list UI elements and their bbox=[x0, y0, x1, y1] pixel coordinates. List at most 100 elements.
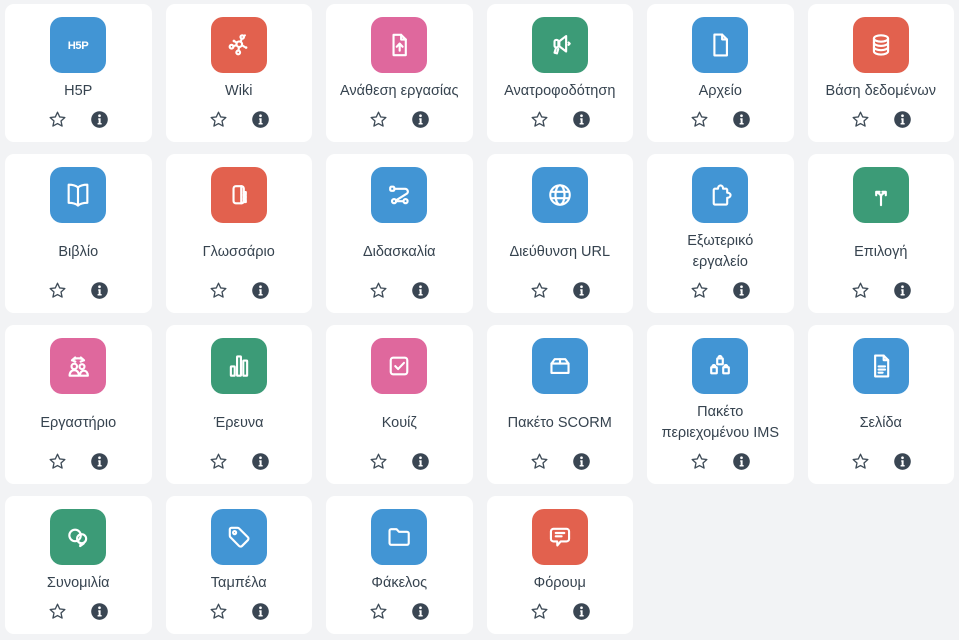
activity-label[interactable]: Εργαστήριο bbox=[40, 414, 117, 431]
info-icon[interactable] bbox=[732, 281, 751, 300]
activity-label[interactable]: Φάκελος bbox=[371, 575, 428, 591]
feedback-icon bbox=[531, 17, 588, 73]
star-icon[interactable] bbox=[850, 280, 871, 301]
activity-label[interactable]: Βιβλίο bbox=[58, 243, 99, 260]
star-icon[interactable] bbox=[529, 601, 550, 622]
file-icon bbox=[692, 17, 749, 73]
star-icon[interactable] bbox=[529, 280, 550, 301]
activity-label[interactable]: Γλωσσάριο bbox=[202, 243, 275, 260]
activity-label[interactable]: H5P bbox=[64, 83, 93, 99]
star-icon[interactable] bbox=[368, 109, 389, 130]
info-icon[interactable] bbox=[572, 602, 591, 621]
activity-card[interactable]: Ανάθεση εργασίας bbox=[326, 4, 473, 142]
info-icon[interactable] bbox=[411, 602, 430, 621]
star-icon[interactable] bbox=[850, 451, 871, 472]
star-icon[interactable] bbox=[47, 280, 68, 301]
info-icon[interactable] bbox=[893, 281, 912, 300]
activity-label[interactable]: Wiki bbox=[225, 83, 253, 99]
star-icon[interactable] bbox=[689, 451, 710, 472]
activity-label[interactable]: Διεύθυνση URL bbox=[509, 243, 611, 260]
activity-card[interactable]: H5P H5P bbox=[5, 4, 152, 142]
star-icon[interactable] bbox=[689, 280, 710, 301]
activity-label[interactable]: Έρευνα bbox=[213, 414, 264, 431]
glossary-icon bbox=[210, 167, 267, 223]
card-actions bbox=[47, 279, 109, 301]
info-icon[interactable] bbox=[90, 452, 109, 471]
star-icon[interactable] bbox=[47, 109, 68, 130]
activity-card[interactable]: Πακέτο περιεχομένου IMS bbox=[647, 325, 794, 484]
activity-card[interactable]: Ανατροφοδότηση bbox=[486, 4, 633, 142]
star-icon[interactable] bbox=[208, 280, 229, 301]
activity-card[interactable]: Διδασκαλία bbox=[326, 154, 473, 313]
star-icon[interactable] bbox=[47, 451, 68, 472]
activity-card[interactable]: Φόρουμ bbox=[486, 496, 633, 634]
activity-label[interactable]: Πακέτο περιεχομένου IMS bbox=[661, 404, 780, 441]
star-icon[interactable] bbox=[208, 109, 229, 130]
activity-label[interactable]: Βάση δεδομένων bbox=[825, 83, 936, 99]
activity-card[interactable]: Wiki bbox=[165, 4, 312, 142]
info-icon[interactable] bbox=[572, 281, 591, 300]
survey-icon bbox=[210, 338, 267, 394]
star-icon[interactable] bbox=[368, 280, 389, 301]
book-icon bbox=[50, 167, 107, 223]
star-icon[interactable] bbox=[368, 451, 389, 472]
info-icon[interactable] bbox=[90, 281, 109, 300]
star-icon[interactable] bbox=[47, 601, 68, 622]
activity-label[interactable]: Αρχείο bbox=[698, 83, 742, 99]
activity-label[interactable]: Κουίζ bbox=[381, 414, 417, 431]
activity-card[interactable]: Σελίδα bbox=[807, 325, 954, 484]
star-icon[interactable] bbox=[689, 109, 710, 130]
activity-card[interactable]: Γλωσσάριο bbox=[165, 154, 312, 313]
star-icon[interactable] bbox=[529, 451, 550, 472]
activity-card[interactable]: Εξωτερικό εργαλείο bbox=[647, 154, 794, 313]
activity-card[interactable]: Φάκελος bbox=[326, 496, 473, 634]
activity-label[interactable]: Σελίδα bbox=[859, 414, 902, 431]
info-icon[interactable] bbox=[90, 110, 109, 129]
info-icon[interactable] bbox=[893, 452, 912, 471]
lesson-icon bbox=[371, 167, 428, 223]
info-icon[interactable] bbox=[251, 281, 270, 300]
info-icon[interactable] bbox=[572, 452, 591, 471]
activity-card[interactable]: Αρχείο bbox=[647, 4, 794, 142]
info-icon[interactable] bbox=[732, 110, 751, 129]
activity-label[interactable]: Ανατροφοδότηση bbox=[504, 83, 616, 99]
activity-card[interactable]: Έρευνα bbox=[165, 325, 312, 484]
activity-label[interactable]: Διδασκαλία bbox=[362, 243, 436, 260]
activity-card[interactable]: Διεύθυνση URL bbox=[486, 154, 633, 313]
activity-label[interactable]: Πακέτο SCORM bbox=[507, 414, 612, 431]
star-icon[interactable] bbox=[850, 109, 871, 130]
info-icon[interactable] bbox=[251, 602, 270, 621]
activity-card[interactable]: Ταμπέλα bbox=[165, 496, 312, 634]
card-actions bbox=[208, 600, 270, 622]
star-icon[interactable] bbox=[529, 109, 550, 130]
info-icon[interactable] bbox=[732, 452, 751, 471]
wiki-icon bbox=[210, 17, 267, 73]
folder-icon bbox=[371, 509, 428, 565]
star-icon[interactable] bbox=[208, 601, 229, 622]
star-icon[interactable] bbox=[208, 451, 229, 472]
forum-icon bbox=[531, 509, 588, 565]
activity-label[interactable]: Ταμπέλα bbox=[210, 575, 267, 591]
info-icon[interactable] bbox=[251, 452, 270, 471]
activity-card[interactable]: Επιλογή bbox=[807, 154, 954, 313]
info-icon[interactable] bbox=[411, 110, 430, 129]
activity-card[interactable]: Βιβλίο bbox=[5, 154, 152, 313]
activity-card[interactable]: Εργαστήριο bbox=[5, 325, 152, 484]
star-icon[interactable] bbox=[368, 601, 389, 622]
info-icon[interactable] bbox=[411, 281, 430, 300]
activity-card[interactable]: Βάση δεδομένων bbox=[807, 4, 954, 142]
info-icon[interactable] bbox=[893, 110, 912, 129]
activity-label[interactable]: Ανάθεση εργασίας bbox=[340, 83, 459, 99]
activity-card[interactable]: Κουίζ bbox=[326, 325, 473, 484]
activity-card[interactable]: Πακέτο SCORM bbox=[486, 325, 633, 484]
activity-label[interactable]: Επιλογή bbox=[854, 243, 908, 260]
activity-label[interactable]: Εξωτερικό εργαλείο bbox=[687, 233, 754, 270]
info-icon[interactable] bbox=[251, 110, 270, 129]
activity-label[interactable]: Συνομιλία bbox=[46, 575, 110, 591]
activity-card[interactable]: Συνομιλία bbox=[5, 496, 152, 634]
info-icon[interactable] bbox=[572, 110, 591, 129]
activity-label[interactable]: Φόρουμ bbox=[533, 575, 586, 591]
info-icon[interactable] bbox=[411, 452, 430, 471]
info-icon[interactable] bbox=[90, 602, 109, 621]
h5p-icon: H5P bbox=[50, 17, 107, 73]
